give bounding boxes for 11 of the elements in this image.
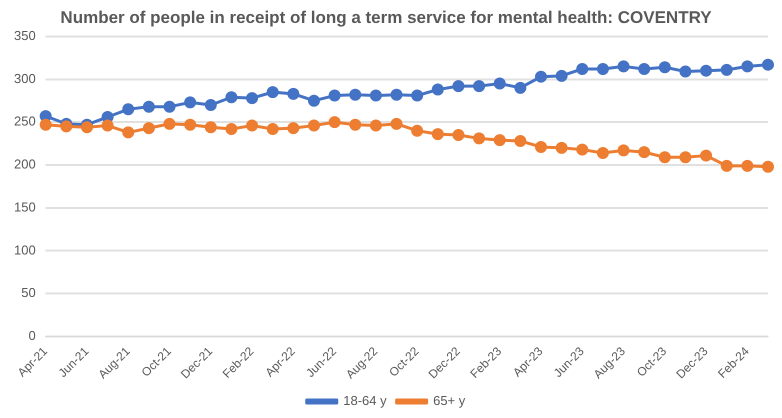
legend-label: 18-64 y bbox=[343, 393, 388, 408]
y-tick-label: 150 bbox=[14, 199, 36, 214]
y-tick-label: 350 bbox=[14, 28, 36, 43]
y-tick-label: 100 bbox=[14, 242, 36, 258]
y-tick-label: 300 bbox=[14, 70, 36, 86]
chart-title: Number of people in receipt of long a term service for mental health: COVENTRY bbox=[60, 8, 712, 27]
y-tick-label: 0 bbox=[28, 328, 36, 344]
y-tick-label: 200 bbox=[14, 156, 36, 172]
y-tick-label: 50 bbox=[21, 285, 36, 300]
y-tick-label: 250 bbox=[14, 114, 36, 129]
legend-label: 65+ y bbox=[433, 393, 466, 408]
